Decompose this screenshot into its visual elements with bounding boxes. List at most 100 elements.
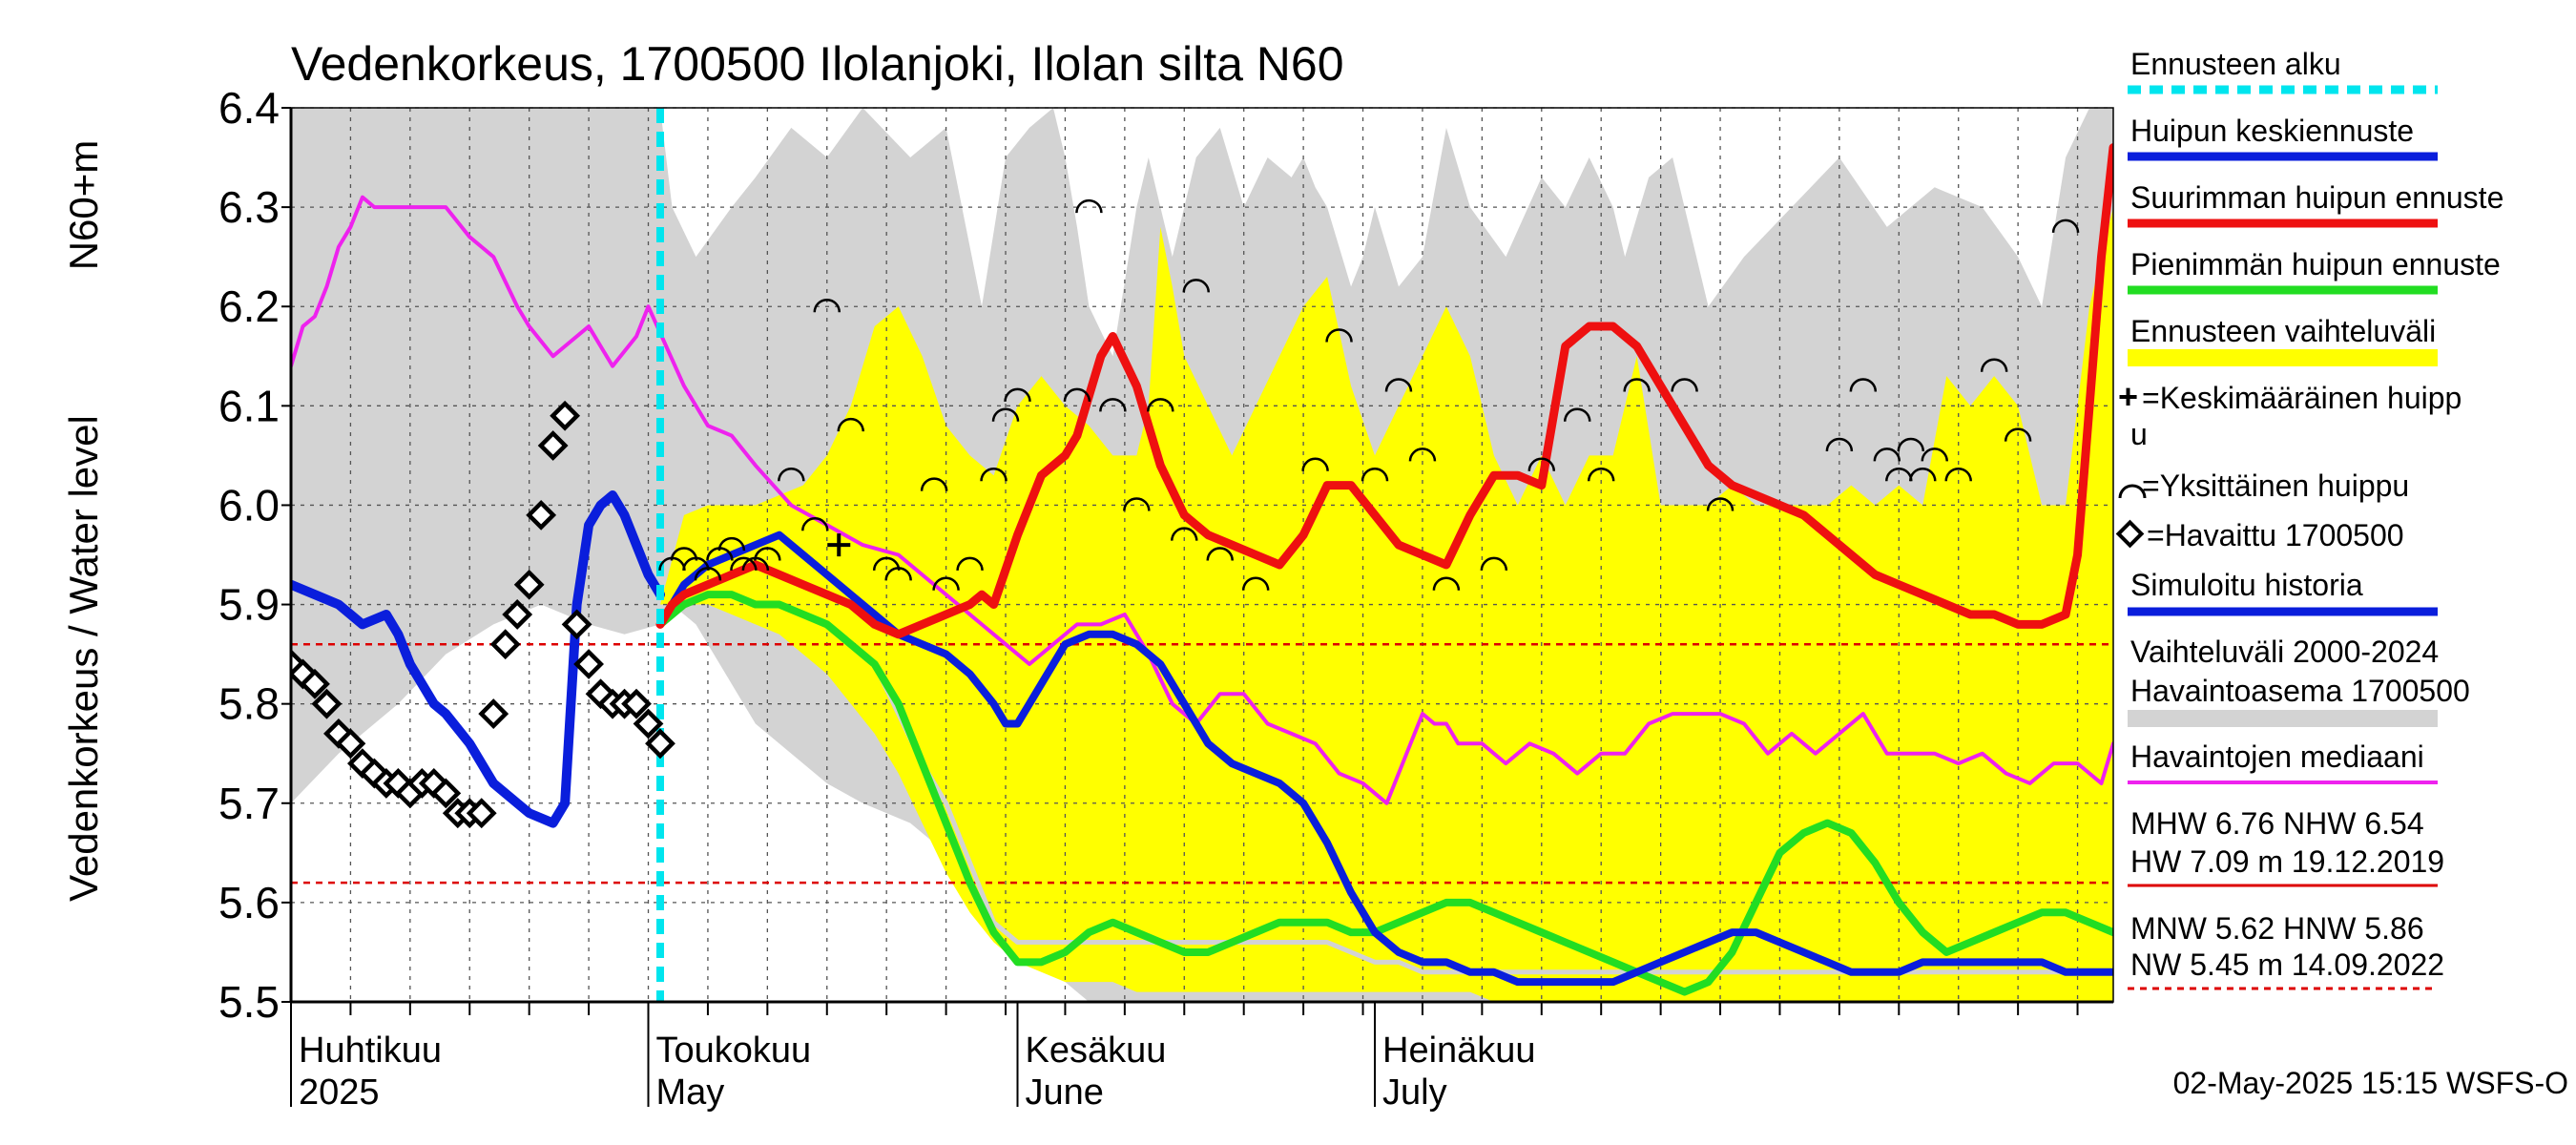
single-peak-marker <box>1909 467 1937 482</box>
observed-point <box>573 649 605 679</box>
observed-point <box>502 599 533 630</box>
legend-label-median: Havaintojen mediaani <box>2130 739 2424 774</box>
single-peak-marker <box>1206 547 1234 561</box>
observed-point <box>478 698 509 729</box>
y-tick-label: 5.6 <box>218 878 280 927</box>
plot-area: 5.5 5.6 5.7 5.8 5.9 6.0 6.1 6.2 6.3 6.4 Huhtikuu20… <box>218 83 2114 1113</box>
legend-single-peak-icon <box>2118 484 2147 499</box>
single-peak-marker <box>1527 457 1556 471</box>
single-peak-marker <box>694 567 722 581</box>
single-peak-marker <box>717 536 746 552</box>
single-peak-marker <box>1361 467 1389 482</box>
mean-peak-marker <box>827 533 851 557</box>
y-tick-label: 6.1 <box>218 381 280 430</box>
series-line-min-peak <box>655 591 2113 996</box>
single-peak-marker <box>1563 407 1591 422</box>
single-peak-marker <box>1384 378 1413 392</box>
month-sublabel: July <box>1382 1072 1447 1113</box>
reference-lines-layer <box>291 642 2113 885</box>
footer-timestamp: 02-May-2025 15:15 WSFS-O <box>2173 1066 2568 1100</box>
month-sublabel: May <box>656 1072 725 1113</box>
y-tick-label: 5.9 <box>218 580 280 630</box>
stats-line-2: HW 7.09 m 19.12.2019 <box>2130 844 2444 879</box>
legend-label-mean-peak-marker: =Keskimääräinen huipp <box>2142 381 2462 415</box>
single-peak-marker <box>1063 387 1091 403</box>
single-peak-marker <box>872 556 901 572</box>
single-peak-marker <box>1432 576 1461 591</box>
axes-layer: 5.5 5.6 5.7 5.8 5.9 6.0 6.1 6.2 6.3 6.4 Huhtikuu20… <box>218 83 2114 1113</box>
single-peak-marker <box>2004 427 2032 442</box>
legend-label-forecast-start: Ennusteen alku <box>2130 47 2341 81</box>
legend-observed-icon <box>2115 519 2145 549</box>
y-axis-unit-label: N60+m <box>61 140 106 271</box>
single-peak-marker <box>1873 448 1901 462</box>
y-tick-label: 5.5 <box>218 977 280 1027</box>
observed-point <box>526 499 557 531</box>
observed-point <box>489 629 521 660</box>
observed-point <box>633 708 664 739</box>
y-tick-label: 6.0 <box>218 480 280 530</box>
forecast-range-layer <box>659 207 2113 1002</box>
single-peak-marker <box>1921 448 1948 462</box>
single-peak-marker <box>1980 358 2008 372</box>
legend-label-forecast-range: Ennusteen vaihteluväli <box>2130 314 2436 348</box>
observed-point <box>550 400 581 431</box>
single-peak-marker <box>1171 527 1198 541</box>
observed-point <box>537 430 569 461</box>
single-peak-marker <box>1075 198 1103 214</box>
observed-point <box>513 569 545 600</box>
month-label: Huhtikuu <box>299 1030 442 1071</box>
y-tick-label: 6.4 <box>218 83 280 133</box>
observed-point <box>466 798 497 829</box>
stats-line-1: MHW 6.76 NHW 6.54 <box>2130 806 2424 841</box>
month-sublabel: June <box>1026 1072 1104 1113</box>
month-sublabel: 2025 <box>299 1072 380 1113</box>
observed-point <box>621 688 652 719</box>
single-peak-marker <box>1897 437 1925 452</box>
legend-label-history-range-1: Vaihteluväli 2000-2024 <box>2130 635 2439 669</box>
single-peak-marker <box>778 467 805 482</box>
series-line-mean-peak <box>655 531 2113 987</box>
y-tick-label: 5.8 <box>218 679 280 729</box>
single-peak-marker <box>932 576 960 591</box>
month-label: Heinäkuu <box>1382 1030 1536 1071</box>
legend: Ennusteen alku Huipun keskiennuste Suuri… <box>2115 47 2503 990</box>
single-peak-marker <box>1147 398 1174 412</box>
observed-point <box>645 728 675 760</box>
legend-swatch-history-range <box>2128 710 2438 727</box>
legend-label-min-peak: Pienimmän huipun ennuste <box>2130 247 2501 281</box>
observed-point <box>430 778 462 809</box>
series-layer <box>291 108 2113 1002</box>
single-peak-marker <box>1706 497 1735 511</box>
single-peak-marker <box>1301 457 1329 471</box>
single-peak-marker <box>754 547 781 561</box>
single-peak-marker <box>920 477 948 491</box>
stats-line-4: NW 5.45 m 14.09.2022 <box>2130 947 2444 982</box>
single-peak-marker <box>2051 219 2080 234</box>
month-label: Toukokuu <box>656 1030 812 1071</box>
single-peak-marker <box>682 556 710 572</box>
legend-label-mean-peak: Huipun keskiennuste <box>2130 114 2414 148</box>
forecast-range-band <box>659 207 2113 1002</box>
single-peak-marker <box>1944 467 1972 482</box>
single-peak-marker <box>956 556 984 572</box>
series-line-max-peak <box>655 143 2113 639</box>
single-peak-marker <box>1241 576 1270 591</box>
chart-title: Vedenkorkeus, 1700500 Ilolanjoki, Ilolan… <box>291 37 1344 91</box>
single-peak-marker <box>1587 467 1615 482</box>
single-peak-marker <box>1325 328 1353 343</box>
single-peak-marker <box>884 567 912 581</box>
series-line-simulated <box>291 490 665 828</box>
y-tick-label: 5.7 <box>218 779 280 828</box>
observed-point <box>335 728 366 760</box>
single-peak-marker <box>1099 398 1127 412</box>
single-peak-marker <box>670 547 698 561</box>
single-peak-marker <box>980 467 1008 482</box>
legend-label-history-range-2: Havaintoasema 1700500 <box>2130 674 2470 708</box>
markers-layer <box>291 198 2080 829</box>
observed-point <box>561 609 592 640</box>
y-tick-label: 6.2 <box>218 281 280 331</box>
single-peak-marker <box>1849 378 1878 392</box>
single-peak-marker <box>1004 387 1031 403</box>
